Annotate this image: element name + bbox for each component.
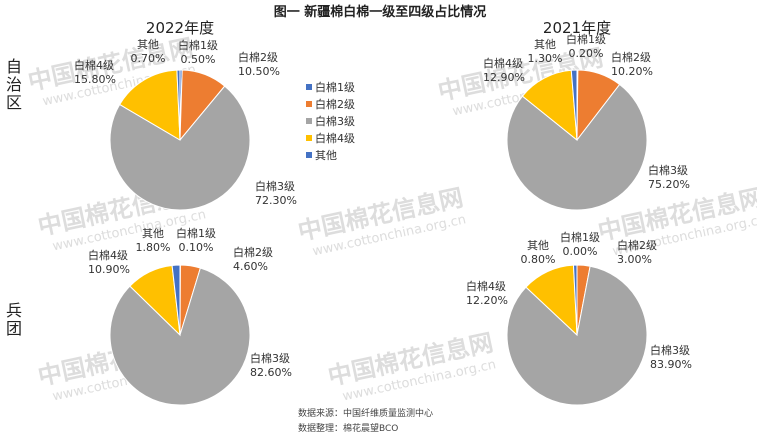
slice-value-label: 0.20% [569,47,604,60]
slice-name-label: 白棉2级 [611,50,651,64]
slice-value-label: 10.50% [238,65,280,78]
slice-value-label: 15.80% [74,73,116,86]
pie-slice [109,85,251,211]
slice-value-label: 12.20% [466,294,508,307]
slice-value-label: 82.60% [250,366,292,379]
slice-value-label: 0.80% [521,253,556,266]
slice-name-label: 白棉2级 [617,238,657,252]
slice-value-label: 12.90% [483,71,525,84]
slice-name-label: 白棉4级 [74,58,114,72]
pie-slice [171,264,181,336]
slice-value-label: 10.90% [88,263,130,276]
slice-value-label: 10.20% [611,65,653,78]
pie-slice [109,267,251,406]
pie-slice [506,83,648,211]
row-label-autonomous-region: 自治区 [6,57,22,112]
source-line-1: 数据来源：中国纤维质量监测中心 [298,407,433,419]
slice-name-label: 白棉2级 [238,50,278,64]
slice-name-label: 白棉3级 [650,343,690,357]
slice-value-label: 0.50% [181,53,216,66]
pie-slice [176,69,181,141]
slice-value-label: 75.20% [648,178,690,191]
slice-name-label: 其他 [137,38,159,51]
legend-entry: 白棉3级 [315,114,355,128]
legend-entry: 其他 [315,149,337,162]
slice-name-label: 白棉3级 [250,351,290,365]
legend-swatch [306,118,312,124]
slice-name-label: 白棉3级 [648,163,688,177]
row-label-text: 自治区 [6,57,22,112]
legend-entry: 白棉1级 [315,80,355,94]
slice-value-label: 0.00% [563,245,598,258]
column-title-2022: 2022年度 [146,19,214,37]
slice-value-label: 1.80% [136,241,171,254]
slice-name-label: 白棉1级 [178,38,218,52]
slice-name-label: 其他 [527,239,549,252]
slice-name-label: 白棉2级 [233,245,273,259]
slice-value-label: 4.60% [233,260,268,273]
slice-name-label: 白棉4级 [88,248,128,262]
slice-name-label: 其他 [534,38,556,51]
slice-value-label: 1.30% [528,52,563,65]
slice-value-label: 72.30% [255,194,297,207]
slice-name-label: 白棉1级 [560,230,600,244]
column-title-2021: 2021年度 [543,19,611,37]
slice-name-label: 白棉4级 [466,279,506,293]
legend-entry: 白棉2级 [315,97,355,111]
slice-value-label: 3.00% [617,253,652,266]
slice-name-label: 白棉3级 [255,179,295,193]
pie-slice [521,69,578,142]
slice-name-label: 白棉1级 [566,32,606,46]
legend-swatch [306,84,312,90]
pie-slice [570,69,578,141]
pie-slice [118,69,181,141]
row-label-corps: 兵团 [6,301,22,338]
source-line-2: 数据整理：棉花晨望BCO [298,422,398,434]
slice-name-label: 白棉4级 [483,56,523,70]
slice-name-label: 白棉1级 [176,226,216,240]
legend-swatch [306,135,312,141]
slice-value-label: 83.90% [650,358,692,371]
legend-entry: 白棉4级 [315,131,355,145]
slice-value-label: 0.10% [179,241,214,254]
legend-swatch [306,152,312,158]
slice-value-label: 0.70% [131,52,166,65]
pie-slice [572,264,578,336]
slice-name-label: 其他 [142,227,164,240]
figure-title: 图一 新疆棉白棉一级至四级占比情况 [274,4,487,20]
row-label-text: 兵团 [6,301,22,338]
legend-swatch [306,101,312,107]
